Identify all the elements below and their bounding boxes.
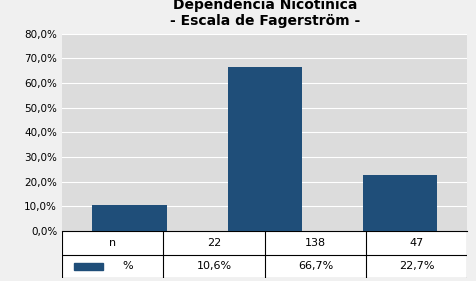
Text: 10,6%: 10,6% — [196, 261, 231, 271]
Text: 66,7%: 66,7% — [297, 261, 332, 271]
Text: 47: 47 — [409, 238, 423, 248]
Bar — [92, 205, 167, 231]
Text: 22: 22 — [207, 238, 221, 248]
Bar — [227, 67, 301, 231]
Text: 22,7%: 22,7% — [398, 261, 434, 271]
Bar — [74, 263, 102, 270]
Text: %: % — [122, 261, 133, 271]
Text: n: n — [109, 238, 116, 248]
Bar — [362, 175, 436, 231]
Title: Dependência Nicotínica
- Escala de Fagerström -: Dependência Nicotínica - Escala de Fager… — [169, 0, 359, 28]
Text: 138: 138 — [304, 238, 325, 248]
